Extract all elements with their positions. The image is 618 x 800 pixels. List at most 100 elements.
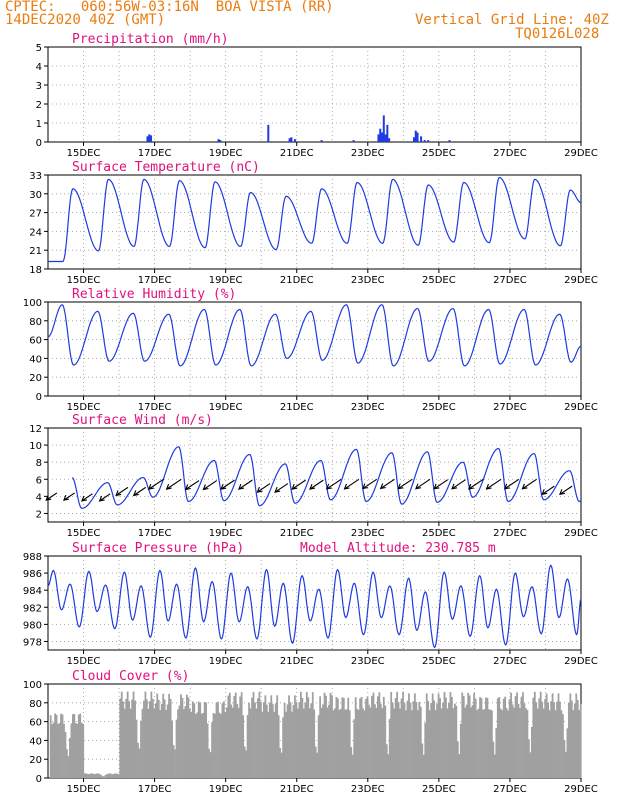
cloud-bar — [249, 708, 252, 778]
cloud-bar — [294, 695, 296, 778]
cloud-bar — [298, 702, 301, 778]
cloud-bar — [572, 710, 575, 778]
precip-bar — [384, 134, 387, 142]
cloud-bar — [157, 699, 160, 778]
header-grid-line: Vertical Grid Line: 40Z — [415, 12, 609, 28]
panel-title: Cloud Cover (%) — [72, 669, 189, 684]
y-tick-label: 3 — [36, 81, 42, 92]
cloud-bar — [341, 697, 344, 778]
wind-arrow — [433, 479, 449, 490]
panel-5: Surface Pressure (hPa) Model Altitude: 23… — [23, 541, 598, 667]
cloud-bar — [160, 704, 163, 778]
cloud-bar — [271, 704, 274, 778]
cloud-bar — [262, 702, 265, 778]
wind-arrow — [344, 478, 360, 490]
cloud-bar — [114, 773, 117, 778]
wind-arrow-head — [98, 495, 105, 502]
cloud-bar — [556, 701, 558, 778]
cloud-bar — [243, 746, 246, 778]
wind-arrow-head — [415, 483, 422, 490]
cloud-bar — [110, 773, 113, 778]
cloud-bar — [533, 691, 536, 778]
wind-arrow-head — [238, 483, 245, 490]
cloud-bar — [264, 695, 267, 778]
x-tick-label: 23DEC — [351, 402, 385, 413]
cloud-bar — [292, 704, 295, 778]
cloud-bar — [486, 697, 489, 778]
panel-1: Precipitation (mm/h) 0 1 2 3 4 5 15DEC 17DEC 19DE… — [36, 32, 598, 159]
cloud-bar — [234, 692, 237, 778]
cloud-bar — [442, 702, 444, 778]
cloud-bar — [184, 706, 187, 778]
cloud-bar — [519, 708, 521, 778]
cloud-bar — [107, 773, 110, 778]
cloud-bar — [141, 708, 144, 778]
cloud-bar — [507, 710, 510, 778]
wind-arrow — [504, 478, 520, 490]
x-tick-label: 25DEC — [422, 784, 456, 795]
wind-arrow-head — [379, 483, 386, 490]
precip-bar — [414, 130, 417, 142]
cloud-bar — [113, 773, 116, 778]
cloud-bar — [461, 692, 464, 778]
wind-arrow-head — [81, 495, 88, 502]
cloud-bar — [111, 774, 114, 778]
cloud-bar — [183, 709, 185, 778]
precip-bar — [381, 132, 384, 142]
wind-arrow — [397, 478, 413, 490]
cloud-bar — [548, 710, 551, 778]
cloud-bar — [214, 713, 216, 778]
cloud-bar — [108, 773, 111, 778]
cloud-bar — [258, 691, 261, 778]
cloud-bar — [117, 774, 120, 778]
y-tick-label: 5 — [36, 43, 42, 54]
cloud-bar — [468, 695, 471, 778]
cloud-bar — [163, 699, 166, 778]
cloud-bar — [295, 701, 298, 778]
cloud-bar — [205, 702, 208, 778]
plot-frame — [47, 174, 582, 270]
cloud-bar — [134, 700, 136, 778]
cloud-bar — [137, 742, 139, 778]
cloud-bar — [347, 697, 350, 778]
cloud-bar — [356, 708, 359, 778]
cloud-bar — [231, 707, 234, 778]
cloud-bar — [473, 693, 475, 778]
cloud-bar — [92, 773, 95, 778]
wind-arrow — [559, 485, 573, 495]
cloud-bar — [337, 698, 339, 778]
cloud-bar — [570, 700, 573, 778]
cloud-bar — [371, 695, 373, 778]
cloud-bar — [440, 708, 443, 778]
x-tick-label: 21DEC — [280, 148, 314, 159]
x-tick-label: 21DEC — [280, 784, 314, 795]
cloud-bar — [74, 723, 77, 778]
cloud-bar — [402, 691, 404, 778]
x-tick-label: 25DEC — [422, 528, 456, 539]
series-line — [47, 564, 582, 649]
cloud-bar — [455, 705, 458, 778]
cloud-bar — [508, 699, 511, 778]
cloud-bar — [147, 708, 150, 778]
y-tick-label: 8 — [36, 458, 42, 469]
cloud-bar — [439, 698, 441, 778]
cloud-bar — [146, 699, 148, 778]
cloud-bar — [307, 697, 310, 778]
wind-arrow-head — [433, 483, 440, 490]
cloud-bar — [221, 703, 224, 778]
cloud-bar — [362, 708, 364, 778]
wind-arrow — [166, 478, 182, 490]
cloud-bar — [387, 754, 390, 778]
cloud-bar — [88, 774, 91, 778]
cloud-bar — [274, 703, 277, 778]
cloud-bar — [128, 701, 131, 778]
cloud-bar — [61, 714, 64, 778]
x-tick-label: 21DEC — [280, 656, 314, 667]
wind-arrow-head — [132, 490, 139, 497]
cloud-bar — [418, 701, 421, 778]
x-tick-label: 23DEC — [351, 275, 385, 286]
cloud-bar — [579, 703, 582, 778]
wind-arrow-head — [274, 486, 281, 493]
cloud-bar — [539, 691, 542, 778]
cloud-bar — [116, 773, 119, 778]
